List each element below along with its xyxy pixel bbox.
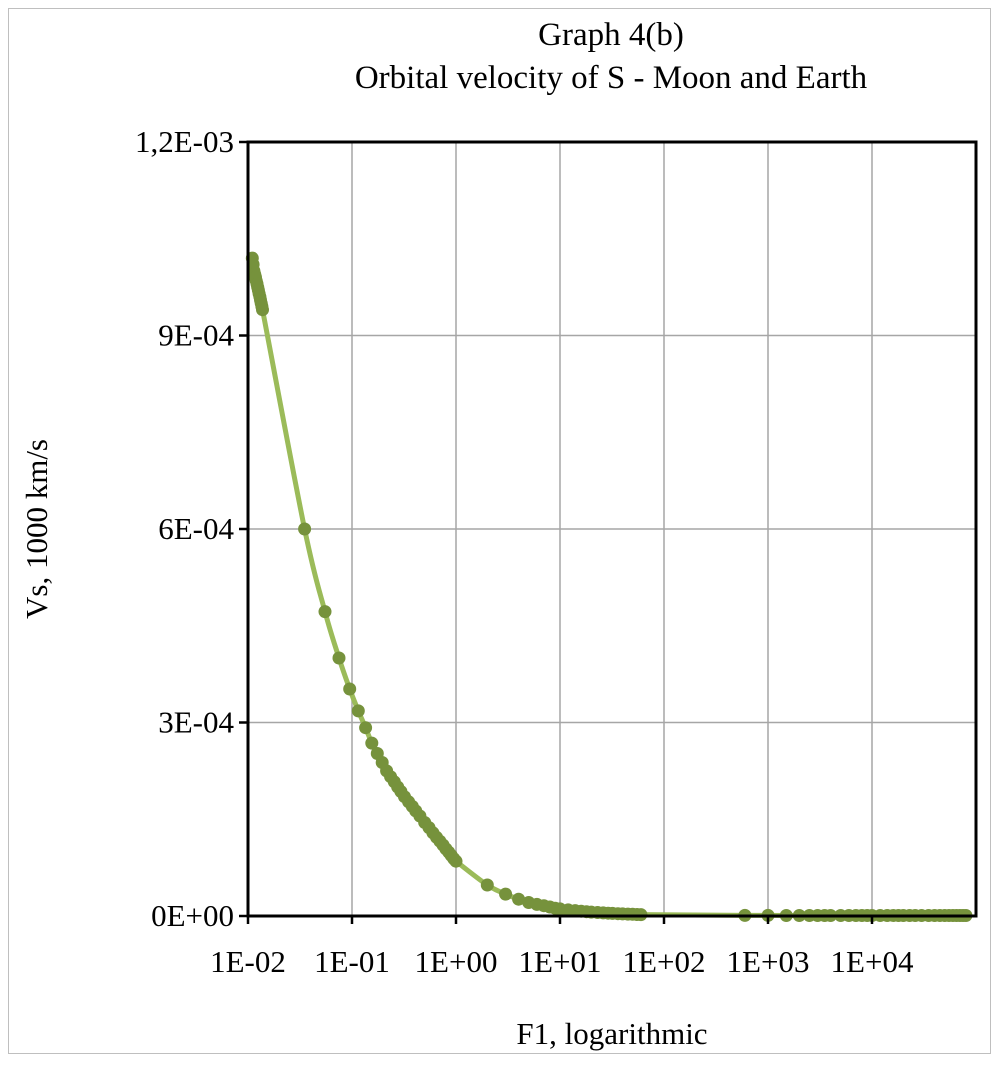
x-tick-label: 1E+04 (831, 944, 914, 979)
data-point (480, 878, 494, 892)
grid-lines (247, 141, 976, 917)
y-axis-ticks: 0E+00 3E-04 6E-04 9E-04 1,2E-03 (135, 124, 248, 933)
data-point (449, 854, 463, 868)
data-point (318, 605, 332, 619)
data-point (365, 736, 379, 750)
data-point (298, 522, 312, 536)
y-tick-label: 1,2E-03 (135, 124, 234, 159)
x-tick-label: 1E+03 (727, 944, 810, 979)
y-tick-label: 0E+00 (151, 898, 234, 933)
x-tick-label: 1E+00 (415, 944, 498, 979)
y-tick-label: 6E-04 (158, 511, 234, 546)
data-points (245, 251, 973, 922)
data-point (351, 704, 365, 718)
x-tick-label: 1E-01 (314, 944, 390, 979)
data-point (499, 887, 513, 901)
chart-subtitle: Orbital velocity of S - Moon and Earth (355, 60, 868, 96)
x-tick-label: 1E-02 (210, 944, 286, 979)
x-tick-label: 1E+01 (519, 944, 602, 979)
chart-title: Graph 4(b) (538, 17, 684, 53)
y-tick-label: 3E-04 (158, 705, 234, 740)
x-tick-label: 1E+02 (623, 944, 706, 979)
chart-frame (8, 8, 991, 1054)
data-point (256, 303, 269, 317)
x-axis-label: F1, logarithmic (516, 1016, 707, 1051)
data-point (359, 721, 373, 735)
x-axis-ticks: 1E-02 1E-01 1E+00 1E+01 1E+02 1E+03 1E+04 (210, 916, 914, 979)
series-line (249, 257, 966, 918)
data-point (512, 892, 526, 906)
data-point (332, 651, 346, 665)
data-point (343, 682, 357, 696)
y-tick-label: 9E-04 (158, 318, 234, 353)
series-curve-group (249, 257, 966, 918)
y-axis-label: Vs, 1000 km/s (19, 439, 54, 619)
